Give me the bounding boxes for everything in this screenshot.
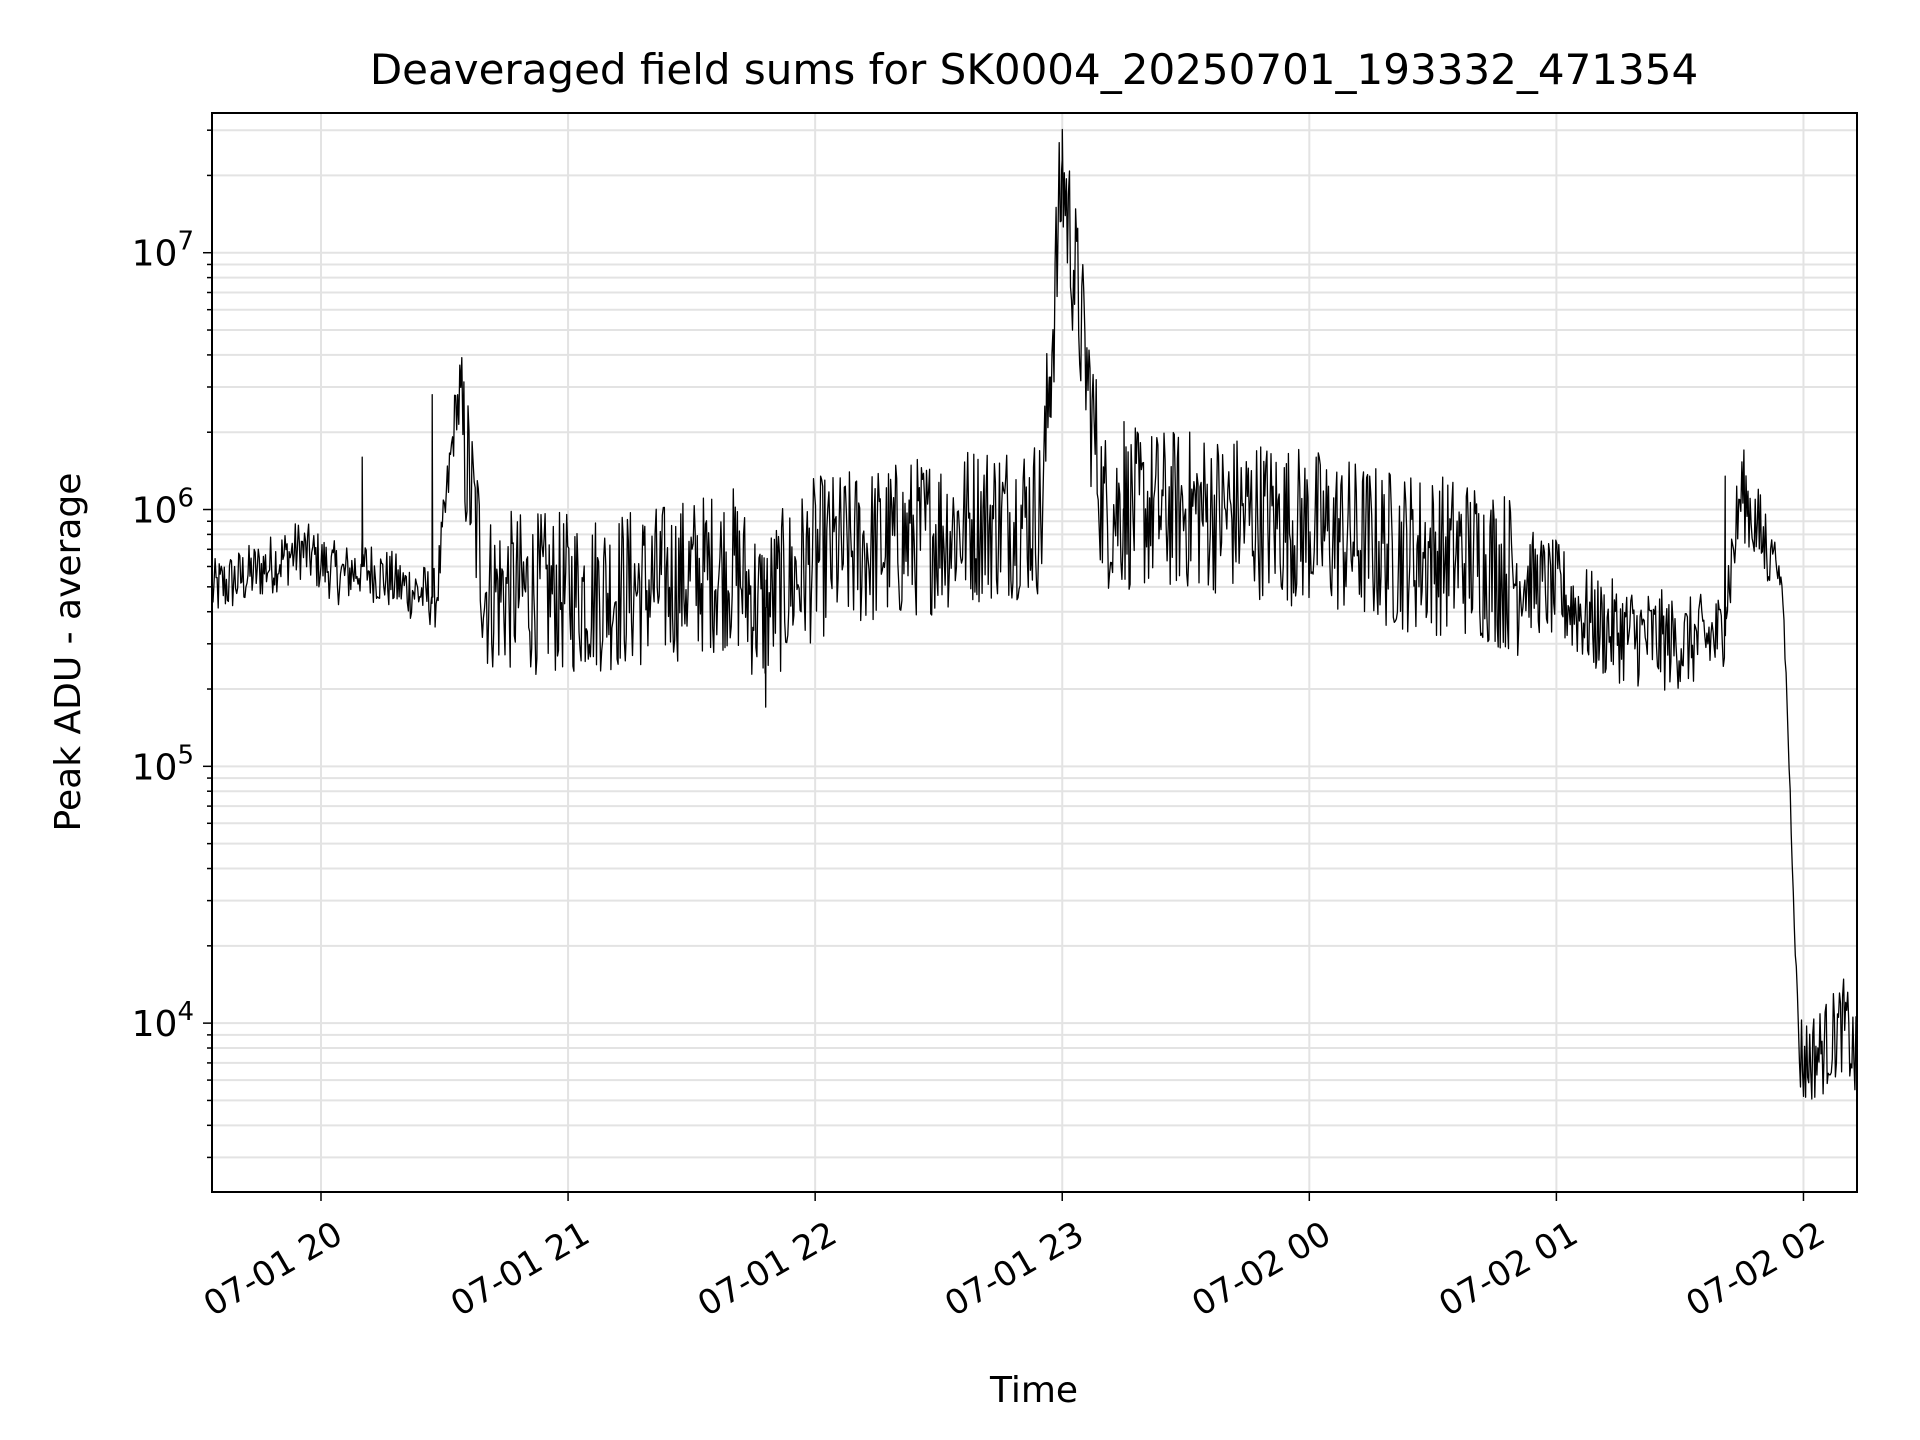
series-line	[211, 128, 1858, 1100]
y-axis-label: Peak ADU - average	[48, 473, 89, 832]
plot-frame	[211, 112, 1858, 1193]
grid	[212, 113, 1857, 1192]
y-tick-label: 106	[132, 484, 194, 532]
y-tick-label: 107	[132, 227, 194, 275]
chart-title: Deaveraged field sums for SK0004_2025070…	[370, 45, 1698, 94]
data-trace	[211, 128, 1858, 1100]
x-axis-label: Time	[989, 1370, 1078, 1411]
y-tick-label: 104	[132, 997, 194, 1045]
y-tick-label: 105	[132, 740, 194, 788]
